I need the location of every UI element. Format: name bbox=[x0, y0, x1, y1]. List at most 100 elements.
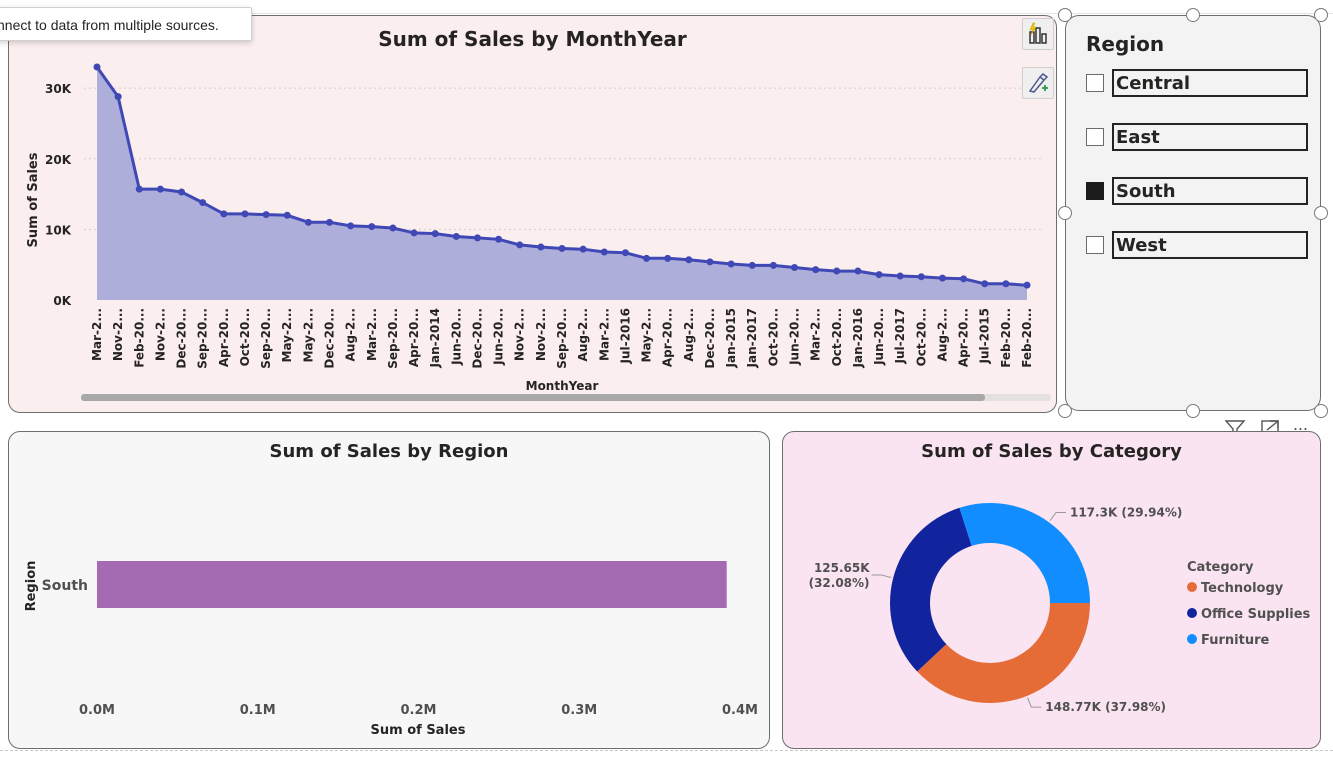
x-tick-label: Sep-20... bbox=[555, 308, 569, 369]
data-point bbox=[1023, 281, 1031, 289]
format-visual-button[interactable] bbox=[1022, 67, 1054, 99]
donut-slice bbox=[959, 503, 1090, 603]
slicer-checkbox-checked[interactable] bbox=[1086, 182, 1104, 200]
data-point bbox=[389, 224, 397, 232]
y-tick-label: South bbox=[42, 578, 88, 594]
sales-by-region-visual[interactable]: Sum of Sales by Region South 0.0M 0.1M 0.2… bbox=[8, 431, 770, 749]
data-point bbox=[473, 234, 481, 242]
x-tick-label: Jan-2015 bbox=[724, 308, 738, 368]
canvas-bottom-border bbox=[0, 750, 1333, 751]
quick-insights-button[interactable] bbox=[1022, 18, 1054, 50]
bar bbox=[97, 561, 727, 608]
x-tick-label: Feb-20... bbox=[999, 308, 1013, 368]
resize-handle-top-left[interactable] bbox=[1058, 8, 1072, 22]
x-tick-label: Apr-20... bbox=[407, 308, 421, 367]
x-tick-label: Dec-20... bbox=[323, 308, 337, 369]
x-tick-label: May-2... bbox=[640, 308, 654, 363]
slicer-item-label[interactable]: West bbox=[1112, 231, 1308, 259]
resize-handle-bottom-left[interactable] bbox=[1058, 404, 1072, 418]
slicer-checkbox[interactable] bbox=[1086, 128, 1104, 146]
slicer-title: Region bbox=[1086, 32, 1165, 56]
x-tick-label: 0.1M bbox=[240, 703, 276, 718]
slicer-item-label[interactable]: Central bbox=[1112, 69, 1308, 97]
data-point bbox=[283, 211, 291, 219]
data-point bbox=[178, 188, 186, 196]
x-tick-label: Jun-20... bbox=[449, 308, 463, 366]
x-tick-label: Jun-20... bbox=[788, 308, 802, 366]
y-axis-title: Sum of Sales bbox=[26, 152, 41, 247]
x-tick-label: Sep-20... bbox=[259, 308, 273, 369]
x-axis-title: Sum of Sales bbox=[371, 723, 466, 738]
data-point bbox=[93, 63, 101, 71]
x-tick-label: Oct-20... bbox=[766, 308, 780, 366]
scrollbar-thumb[interactable] bbox=[81, 394, 985, 401]
bar-chart: South 0.0M 0.1M 0.2M 0.3M 0.4M Region Sum of… bbox=[24, 561, 758, 738]
slicer-item-south[interactable]: South bbox=[1086, 177, 1310, 205]
x-tick-label: Sep-20... bbox=[386, 308, 400, 369]
slicer-item-label[interactable]: South bbox=[1112, 177, 1308, 205]
x-tick-label: Dec-20... bbox=[471, 308, 485, 369]
resize-handle-right[interactable] bbox=[1314, 206, 1328, 220]
legend-item: Office Supplies bbox=[1201, 607, 1311, 622]
area-fill bbox=[97, 67, 1027, 300]
slicer-item-west[interactable]: West bbox=[1086, 231, 1310, 259]
chart-title: Sum of Sales by Region bbox=[269, 441, 509, 462]
x-tick-label: Aug-2... bbox=[576, 308, 590, 361]
x-tick-label: Jan-2017 bbox=[745, 308, 759, 368]
data-point bbox=[241, 210, 249, 218]
data-point bbox=[410, 229, 418, 237]
slicer-item-label[interactable]: East bbox=[1112, 123, 1308, 151]
data-point bbox=[304, 218, 312, 226]
resize-handle-top[interactable] bbox=[1186, 8, 1200, 22]
slicer-item-central[interactable]: Central bbox=[1086, 69, 1310, 97]
data-point bbox=[558, 244, 566, 252]
data-point bbox=[199, 199, 207, 207]
x-tick-label: Feb-20... bbox=[1020, 308, 1034, 368]
x-tick-label: Nov-2... bbox=[153, 308, 167, 361]
x-tick-label: Oct-20... bbox=[914, 308, 928, 366]
data-point bbox=[643, 254, 651, 262]
data-point bbox=[875, 271, 883, 279]
x-tick-label: Nov-2... bbox=[534, 308, 548, 361]
resize-handle-left[interactable] bbox=[1058, 206, 1072, 220]
tooltip-text: nnect to data from multiple sources. bbox=[0, 17, 219, 33]
x-tick-label: Apr-20... bbox=[661, 308, 675, 367]
data-point bbox=[706, 258, 714, 266]
x-tick-label: Apr-20... bbox=[957, 308, 971, 367]
legend-marker bbox=[1187, 608, 1197, 618]
y-tick-label: 20K bbox=[45, 153, 72, 167]
x-tick-label: Mar-2... bbox=[809, 308, 823, 361]
x-tick-label: Jan-2016 bbox=[851, 308, 865, 368]
slicer-item-east[interactable]: East bbox=[1086, 123, 1310, 151]
x-tick-label: 0.4M bbox=[722, 703, 758, 718]
resize-handle-top-right[interactable] bbox=[1314, 8, 1328, 22]
data-point bbox=[812, 266, 820, 274]
x-tick-label: 0.2M bbox=[401, 703, 437, 718]
data-point bbox=[854, 267, 862, 275]
x-tick-label: Nov-2... bbox=[111, 308, 125, 361]
x-tick-label: Jul-2017 bbox=[893, 308, 907, 365]
x-tick-label: Aug-2... bbox=[682, 308, 696, 361]
resize-handle-bottom-right[interactable] bbox=[1314, 404, 1328, 418]
leader-line bbox=[1049, 512, 1066, 521]
sales-by-category-visual[interactable]: Sum of Sales by Category 148.77K (37.98%… bbox=[782, 431, 1321, 749]
data-point bbox=[452, 232, 460, 240]
x-tick-label: Aug-2... bbox=[344, 308, 358, 361]
sales-by-monthyear-visual[interactable]: Sum of Sales by MonthYear 0K 10K 20K 30K Ma… bbox=[8, 15, 1057, 413]
legend-marker bbox=[1187, 634, 1197, 644]
y-axis-title: Region bbox=[24, 561, 39, 612]
legend-marker bbox=[1187, 582, 1197, 592]
x-tick-label: Dec-20... bbox=[175, 308, 189, 369]
x-tick-label: Jan-2014 bbox=[428, 308, 442, 368]
data-point bbox=[347, 222, 355, 230]
more-options-icon[interactable]: ... bbox=[1293, 414, 1309, 434]
data-point bbox=[896, 272, 904, 280]
data-point bbox=[917, 273, 925, 281]
slicer-checkbox[interactable] bbox=[1086, 74, 1104, 92]
data-point bbox=[748, 261, 756, 269]
resize-handle-bottom[interactable] bbox=[1186, 404, 1200, 418]
slicer-checkbox[interactable] bbox=[1086, 236, 1104, 254]
region-slicer[interactable]: Region Central East South West bbox=[1065, 15, 1321, 411]
data-point bbox=[135, 185, 143, 193]
y-tick-label: 0K bbox=[53, 294, 71, 308]
